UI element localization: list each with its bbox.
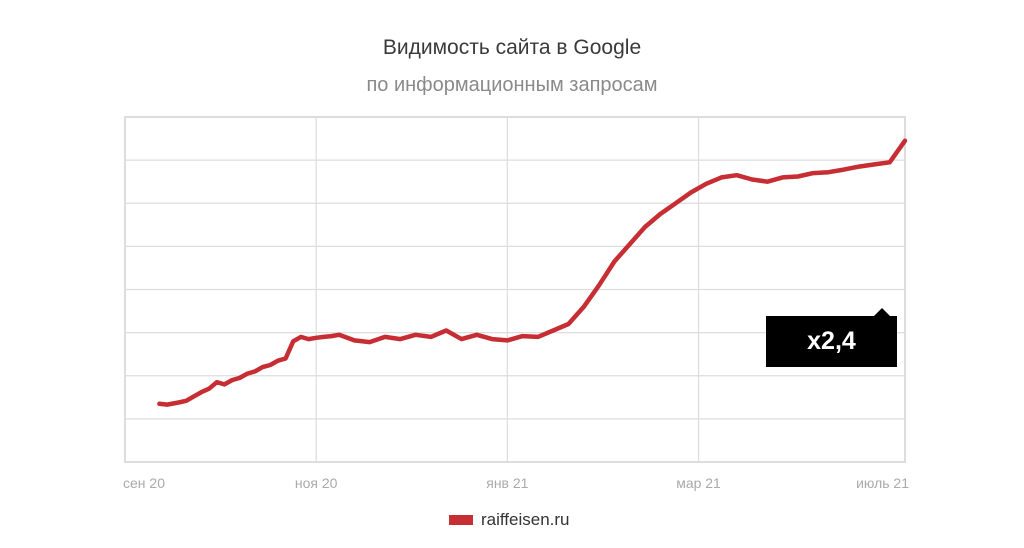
x-tick-label: сен 20 (123, 475, 165, 491)
chart-title: Видимость сайта в Google (382, 36, 642, 59)
badge-pointer (874, 308, 890, 316)
x-tick-label: ноя 20 (295, 475, 338, 491)
series-line (157, 138, 908, 407)
x-tick-label: мар 21 (676, 475, 721, 491)
x-tick-label: янв 21 (486, 475, 528, 491)
growth-badge: x2,4 (766, 316, 897, 367)
legend-label: raiffeisen.ru (481, 510, 570, 529)
x-tick-label: июль 21 (856, 475, 909, 491)
chart-legend: raiffeisen.ru (449, 510, 570, 530)
chart-subtitle: по информационным запросам (366, 74, 658, 96)
legend-swatch (449, 515, 473, 525)
